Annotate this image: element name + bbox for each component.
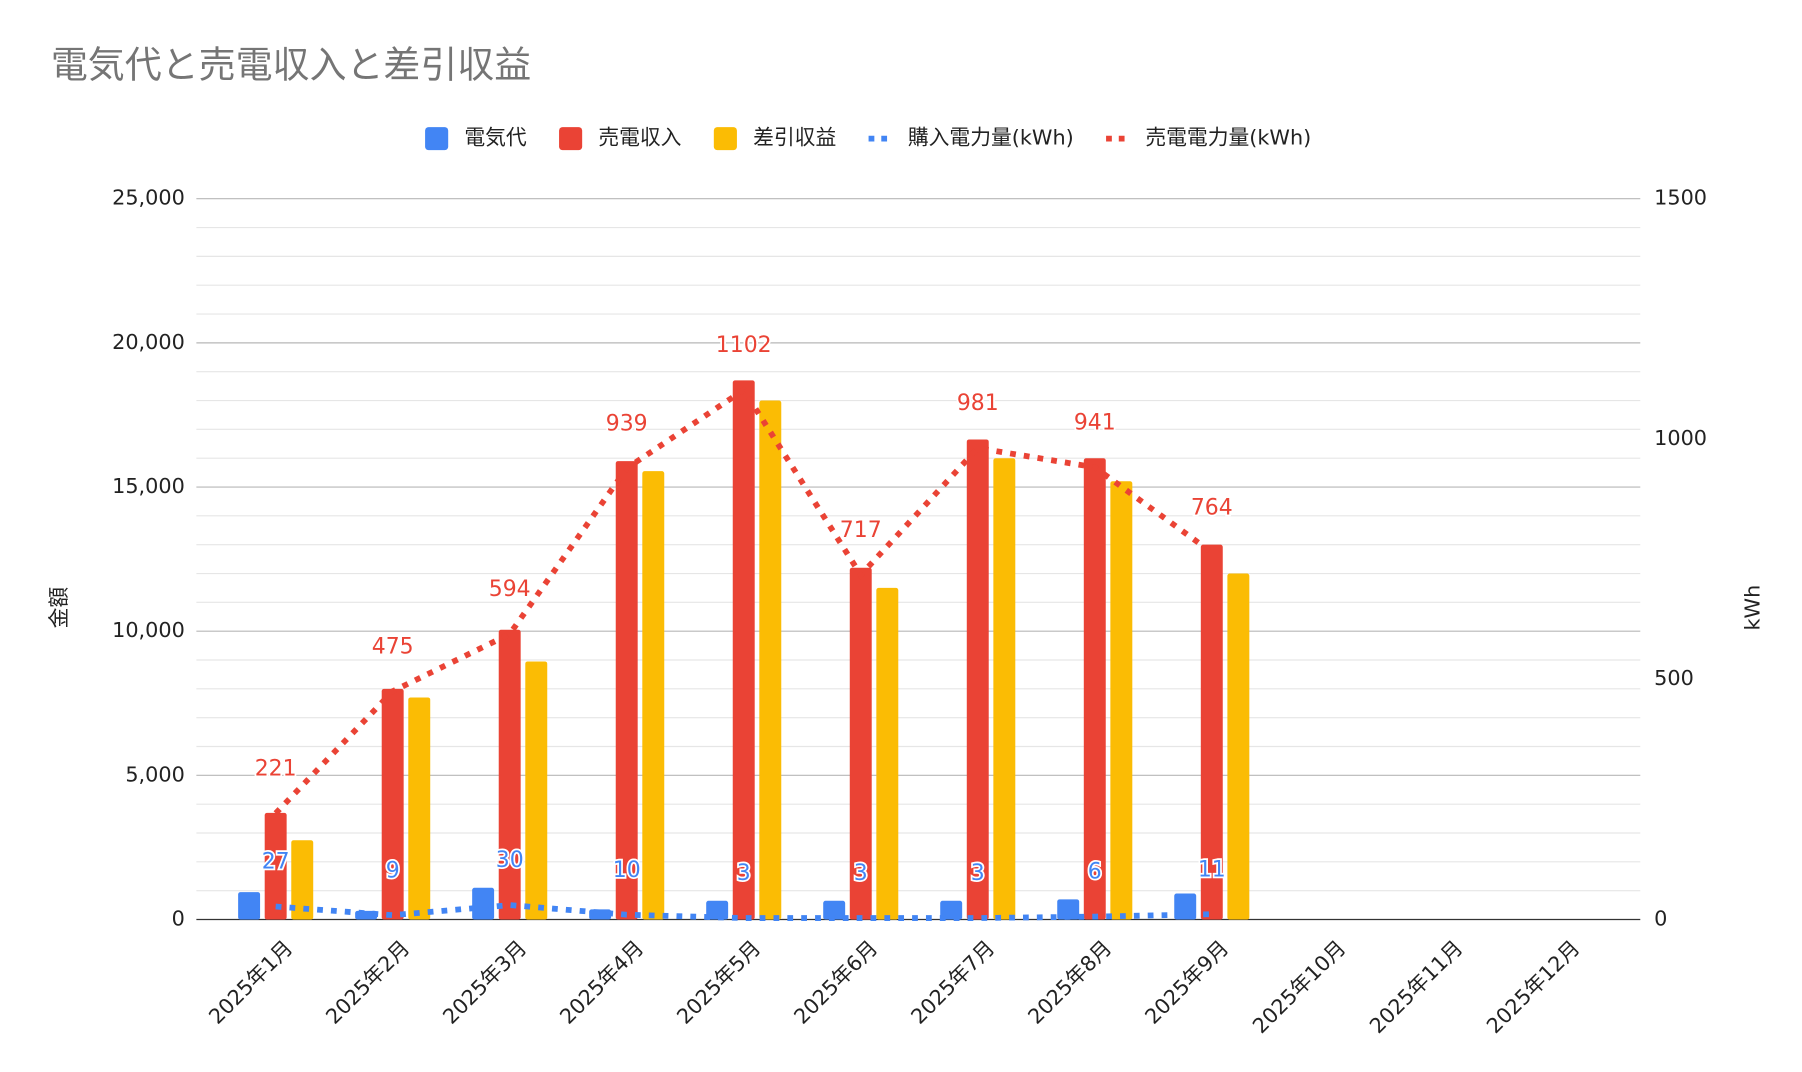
legend-label: 売電収入 [598, 126, 681, 150]
bar [615, 461, 638, 920]
bar [966, 439, 989, 920]
x-tick-label: 2025年4月 [555, 936, 648, 1029]
bar [940, 900, 963, 920]
y-tick-label: 0 [172, 907, 185, 931]
x-tick-label: 2025年3月 [438, 936, 531, 1029]
bar [1200, 544, 1223, 920]
bar [823, 900, 846, 920]
bar [732, 380, 755, 920]
x-tick-label: 2025年5月 [672, 936, 765, 1029]
y-tick-label: 25,000 [112, 186, 185, 210]
data-label: 764 [1191, 495, 1233, 520]
y2-tick-label: 0 [1654, 907, 1667, 931]
data-label: 6 [1088, 860, 1102, 885]
bar [1083, 458, 1106, 920]
bar [291, 840, 314, 920]
chart-title: 電気代と売電収入と差引収益 [51, 44, 531, 87]
data-label: 27 [262, 850, 290, 875]
x-tick-label: 2025年12月 [1482, 936, 1584, 1038]
data-label: 941 [1074, 410, 1116, 435]
bar [381, 688, 404, 920]
bar [876, 587, 899, 920]
data-label: 981 [957, 391, 999, 416]
line [273, 385, 1214, 816]
data-label: 221 [255, 756, 297, 781]
y-tick-label: 10,000 [112, 618, 185, 642]
x-tick-label: 2025年10月 [1248, 936, 1350, 1038]
data-label: 10 [613, 858, 641, 883]
data-label: 594 [489, 577, 531, 602]
y2-tick-label: 500 [1654, 666, 1694, 690]
legend-swatch [425, 127, 449, 151]
bar [1227, 573, 1250, 920]
bar [408, 697, 431, 920]
data-label: 3 [737, 861, 751, 886]
data-label: 1102 [716, 333, 772, 358]
y2-tick-label: 1000 [1654, 426, 1707, 450]
data-label: 3 [854, 861, 868, 886]
legend-label: 購入電力量(kWh) [908, 126, 1074, 150]
x-tick-label: 2025年11月 [1365, 936, 1467, 1038]
x-tick-label: 2025年6月 [789, 936, 882, 1029]
legend-label: 売電電力量(kWh) [1145, 126, 1311, 150]
x-tick-label: 2025年2月 [321, 936, 414, 1029]
bar [993, 458, 1016, 920]
bar [472, 887, 495, 920]
y-tick-label: 15,000 [112, 474, 185, 498]
bar [1110, 481, 1133, 920]
bar [759, 400, 782, 920]
data-label: 475 [372, 634, 414, 659]
bar [498, 629, 521, 920]
x-tick-label: 2025年1月 [204, 936, 297, 1029]
legend-label: 電気代 [464, 126, 527, 150]
legend-swatch [559, 127, 583, 151]
data-label: 3 [971, 861, 985, 886]
bar [1057, 899, 1080, 920]
y-axis-label: 金額 [47, 587, 71, 629]
y-tick-label: 5,000 [125, 762, 185, 786]
legend-swatch [713, 127, 737, 151]
bar [238, 892, 261, 920]
x-tick-label: 2025年7月 [906, 936, 999, 1029]
y-tick-label: 20,000 [112, 330, 185, 354]
bar [525, 661, 548, 920]
y2-tick-label: 1500 [1654, 186, 1707, 210]
data-label: 30 [496, 848, 524, 873]
bar [264, 812, 287, 920]
x-tick-label: 2025年9月 [1140, 936, 1233, 1029]
line [275, 902, 1212, 921]
y2-axis-label: kWh [1740, 585, 1764, 631]
data-label: 11 [1198, 857, 1226, 882]
bar [849, 567, 872, 920]
legend-label: 差引収益 [753, 126, 836, 150]
data-label: 939 [606, 411, 648, 436]
x-tick-label: 2025年8月 [1023, 936, 1116, 1029]
bar [642, 471, 665, 920]
data-label: 717 [840, 518, 882, 543]
data-label: 9 [386, 858, 400, 883]
